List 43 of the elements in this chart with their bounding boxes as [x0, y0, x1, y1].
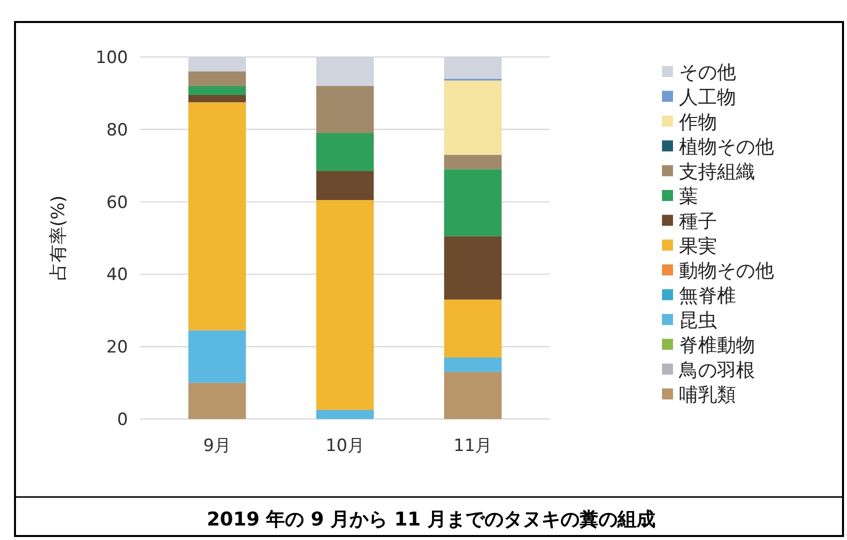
y-tick-label: 60 [106, 192, 128, 213]
y-axis-title: 占有率(%) [48, 195, 69, 281]
bar [188, 71, 246, 86]
bar [316, 133, 374, 172]
bar [444, 169, 502, 236]
legend-label: 無脊椎 [679, 284, 736, 307]
legend-label: 人工物 [679, 86, 736, 108]
legend-label: 動物その他 [679, 260, 774, 282]
bar [188, 86, 246, 96]
bar [444, 372, 502, 419]
bar [444, 80, 502, 155]
y-tick-label: 40 [106, 265, 128, 286]
bar [444, 300, 502, 358]
bar [316, 171, 374, 200]
bar [444, 357, 502, 372]
bar [188, 330, 246, 383]
bar [316, 410, 374, 419]
bar [188, 95, 246, 102]
x-tick-label: 10月 [326, 436, 364, 456]
y-tick-label: 80 [106, 120, 128, 140]
legend-label: 果実 [679, 235, 717, 258]
legend-label: 哺乳類 [679, 384, 736, 406]
bar [444, 154, 502, 170]
x-tick-label: 11月 [454, 436, 492, 456]
legend-label: 支持組織 [679, 160, 755, 183]
bar [188, 382, 246, 419]
bar [316, 86, 374, 134]
y-tick-label: 100 [96, 48, 128, 68]
legend-label: その他 [679, 62, 736, 84]
bar [444, 236, 502, 300]
y-tick-label: 0 [117, 410, 128, 430]
legend-label: 鳥の羽根 [678, 359, 755, 382]
legend-label: 種子 [679, 210, 717, 232]
y-tick-label: 20 [106, 338, 128, 358]
bar [188, 102, 246, 330]
x-tick-label: 9月 [203, 436, 232, 456]
bar [316, 200, 374, 410]
legend-label: 脊椎動物 [679, 334, 755, 356]
text: 2019 年の 9 月から 11 月までのタヌキの糞の組成 [206, 508, 656, 531]
legend-label: 昆虫 [679, 310, 717, 332]
legend-label: 植物その他 [679, 136, 774, 158]
legend-label: 葉 [679, 186, 698, 208]
legend-label: 作物 [678, 111, 717, 134]
